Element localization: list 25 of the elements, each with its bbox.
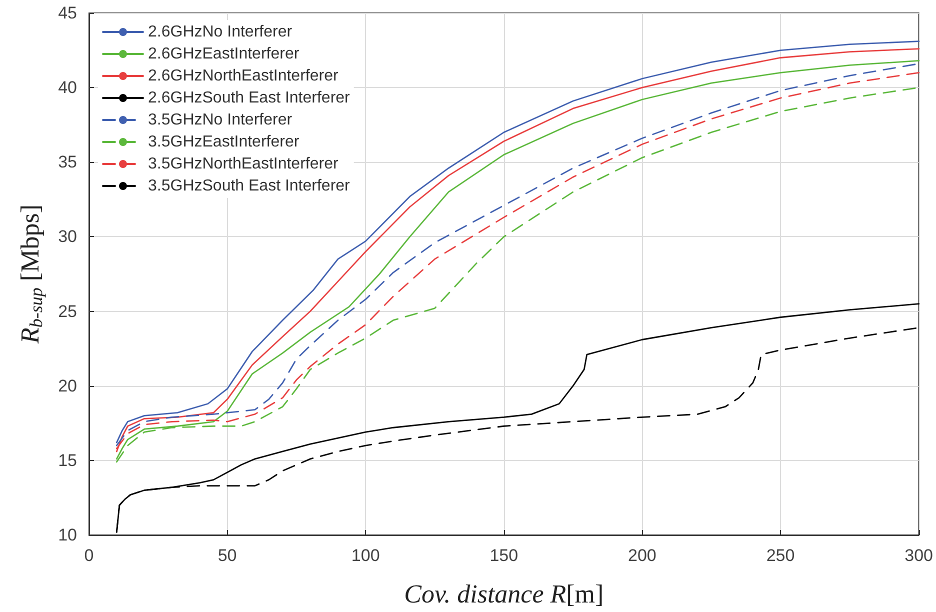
legend-label: 3.5GHzNorthEastInterferer (148, 156, 339, 172)
y-tick-label: 15 (58, 450, 77, 470)
y-tick-label: 40 (58, 78, 77, 98)
legend-label: 2.6GHzNorthEastInterferer (148, 68, 339, 84)
x-tick-label: 150 (490, 546, 518, 565)
y-tick-label: 45 (58, 4, 77, 22)
y-tick-label: 30 (58, 227, 77, 246)
x-tick-label: 50 (218, 546, 237, 565)
x-tick-label: 0 (84, 546, 94, 565)
legend-label: 3.5GHzEastInterferer (148, 134, 300, 150)
y-tick-label: 25 (58, 302, 77, 321)
x-tick-label: 300 (904, 546, 934, 565)
y-axis-title: Rb-sup [Mbps] (16, 204, 46, 344)
legend-label: 2.6GHzSouth East Interferer (148, 90, 351, 106)
legend-label: 3.5GHzNo Interferer (148, 112, 293, 128)
legend-label: 3.5GHzSouth East Interferer (148, 178, 351, 194)
y-tick-label: 20 (58, 376, 77, 396)
y-tick-label: 10 (58, 526, 77, 544)
x-tick-label: 100 (351, 546, 380, 565)
legend-label: 2.6GHzNo Interferer (148, 24, 293, 40)
x-axis-title: Cov. distance R[m] (404, 580, 604, 608)
y-tick-label: 35 (58, 152, 77, 172)
legend-label: 2.6GHzEastInterferer (148, 46, 300, 62)
x-tick-label: 250 (766, 546, 795, 565)
x-tick-label: 200 (628, 546, 656, 565)
